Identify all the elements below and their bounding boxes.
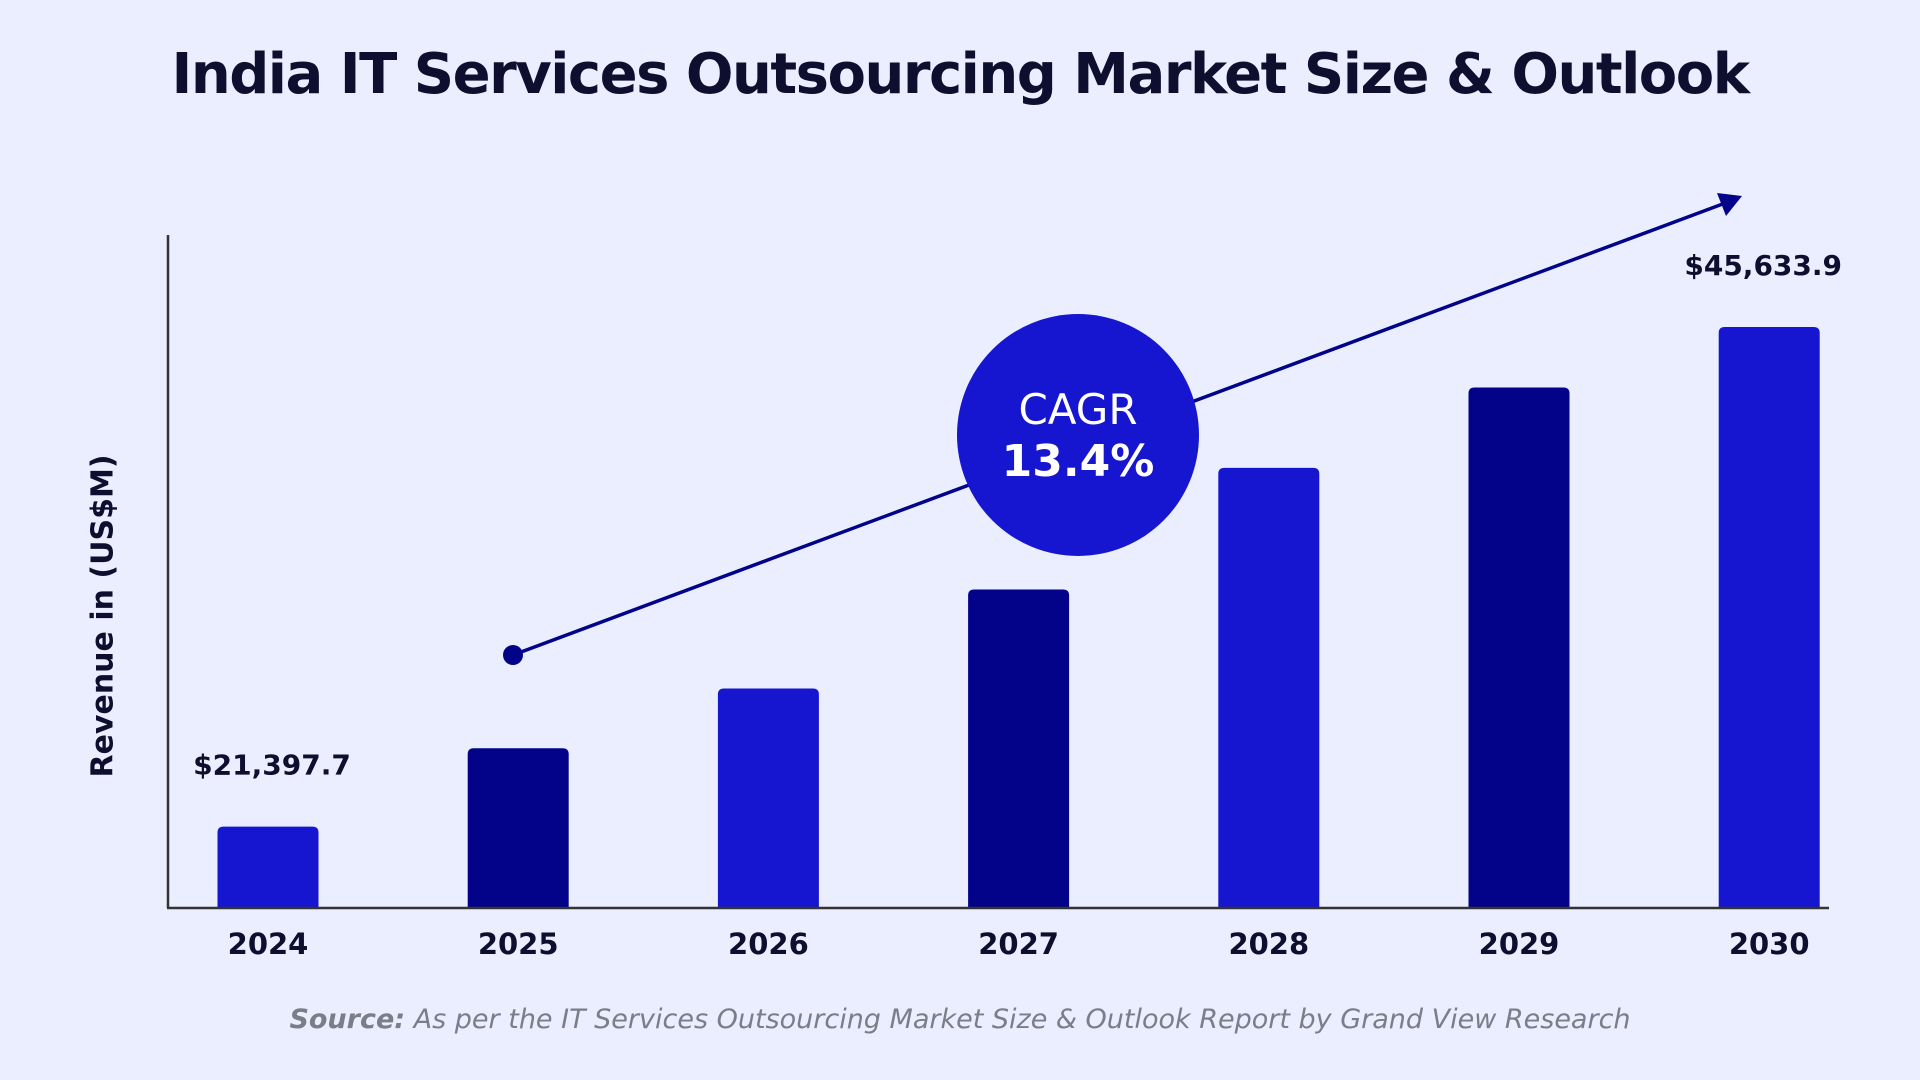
x-tick-label: 2025	[478, 927, 559, 961]
data-label-2030: $45,633.9	[1684, 249, 1842, 282]
data-label-2024: $21,397.7	[193, 749, 351, 782]
x-tick-label: 2026	[728, 927, 809, 961]
cagr-value: 13.4%	[1002, 436, 1155, 487]
bar-2028	[1218, 467, 1320, 907]
bar-2025	[467, 748, 569, 907]
x-tick-label: 2027	[978, 927, 1059, 961]
arrow-head-icon	[1717, 193, 1742, 216]
bar-2024	[217, 826, 319, 907]
arrow-start-dot	[503, 645, 523, 665]
x-tick-label: 2028	[1228, 927, 1309, 961]
cagr-label: CAGR	[1018, 385, 1137, 434]
chart-title: India IT Services Outsourcing Market Siz…	[171, 42, 1750, 107]
x-tick-label: 2030	[1729, 927, 1810, 961]
source-note: Source: As per the IT Services Outsourci…	[0, 1004, 1920, 1035]
source-prefix: Source:	[289, 1004, 406, 1035]
bar-2027	[968, 589, 1070, 907]
bar-2029	[1468, 387, 1570, 907]
bar-2026	[717, 688, 819, 907]
cagr-badge	[957, 314, 1199, 556]
x-tick-label: 2024	[228, 927, 309, 961]
bar-2030	[1718, 327, 1820, 907]
source-text: As per the IT Services Outsourcing Marke…	[405, 1004, 1631, 1035]
x-tick-label: 2029	[1479, 927, 1560, 961]
